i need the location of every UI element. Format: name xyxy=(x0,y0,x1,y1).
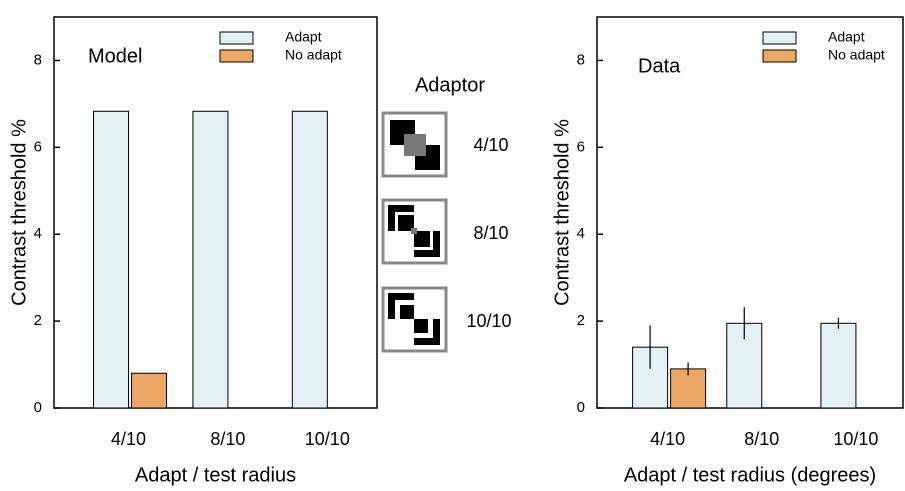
panel-label: Data xyxy=(638,55,681,77)
adaptor-label: 10/10 xyxy=(466,311,511,331)
y-tick-label: 6 xyxy=(34,138,42,155)
bar xyxy=(820,322,857,409)
legend-label: No adapt xyxy=(828,47,885,63)
x-axis-label: Adapt / test radius (degrees) xyxy=(624,464,876,486)
y-tick-label: 0 xyxy=(577,399,585,416)
legend-label: No adapt xyxy=(285,47,342,63)
legend-swatch xyxy=(219,31,254,45)
y-tick-label: 2 xyxy=(34,312,42,329)
adaptor-label: 8/10 xyxy=(473,223,508,243)
y-tick-label: 0 xyxy=(34,399,42,416)
panel-label: Model xyxy=(88,45,142,67)
bar xyxy=(291,110,328,409)
x-axis-label: Adapt / test radius xyxy=(135,464,296,486)
x-tick-label: 10/10 xyxy=(833,429,878,449)
adaptor-title: Adaptor xyxy=(415,74,485,96)
x-tick-label: 10/10 xyxy=(305,429,350,449)
legend-label: Adapt xyxy=(285,29,322,45)
adaptor-label: 4/10 xyxy=(473,135,508,155)
x-tick-label: 4/10 xyxy=(111,429,146,449)
legend-label: Adapt xyxy=(828,29,865,45)
adaptor-icon xyxy=(381,198,448,265)
y-tick-label: 4 xyxy=(34,225,42,242)
x-tick-label: 4/10 xyxy=(650,429,685,449)
y-tick-label: 2 xyxy=(577,312,585,329)
bar xyxy=(192,110,229,409)
adaptor-panel: Adaptor 4/10 8/10 10/10 xyxy=(381,74,512,353)
y-tick-label: 8 xyxy=(34,51,42,68)
y-axis-label: Contrast threshold % xyxy=(551,119,573,306)
legend-swatch xyxy=(762,31,797,45)
legend-swatch xyxy=(219,49,254,63)
chart: 0 2 4 6 8 Contrast threshold % Adapt / test ra… xyxy=(551,16,904,486)
y-tick-label: 8 xyxy=(577,51,585,68)
x-tick-label: 8/10 xyxy=(210,429,245,449)
adaptor-icon xyxy=(381,111,448,178)
chart: 0 2 4 6 8 Contrast threshold % Adapt / test ra… xyxy=(8,16,378,486)
legend-swatch xyxy=(762,49,797,63)
x-tick-label: 8/10 xyxy=(744,429,779,449)
y-tick-label: 4 xyxy=(577,225,585,242)
y-tick-label: 6 xyxy=(577,138,585,155)
y-axis-label: Contrast threshold % xyxy=(8,119,30,306)
adaptor-icon xyxy=(381,286,448,353)
bar xyxy=(131,372,168,409)
bar xyxy=(93,110,130,409)
